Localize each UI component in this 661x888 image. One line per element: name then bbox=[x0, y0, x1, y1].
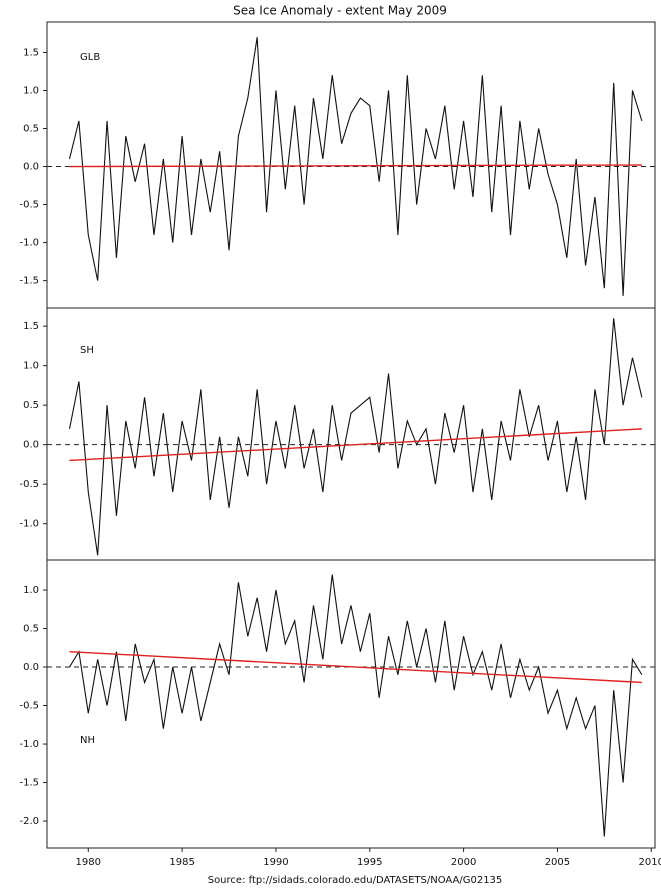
x-tick-label: 1980 bbox=[76, 857, 101, 868]
panel-label: SH bbox=[80, 345, 94, 356]
trend-line bbox=[69, 650, 642, 684]
x-tick-label: 1985 bbox=[169, 857, 194, 868]
panel-label: NH bbox=[80, 735, 95, 746]
y-tick-label: -1.5 bbox=[19, 276, 39, 287]
data-line bbox=[68, 37, 643, 296]
y-tick-label: -0.5 bbox=[19, 200, 39, 211]
y-tick-label: -2.0 bbox=[19, 816, 39, 827]
panel-label: GLB bbox=[80, 52, 100, 63]
y-tick-label: 1.5 bbox=[23, 47, 39, 58]
y-tick-label: 0.0 bbox=[23, 440, 39, 451]
x-tick-label: 1990 bbox=[263, 857, 288, 868]
y-tick-label: 0.5 bbox=[23, 624, 39, 635]
y-tick-label: -1.0 bbox=[19, 238, 39, 249]
y-tick-label: 1.0 bbox=[23, 361, 39, 372]
y-tick-label: 1.5 bbox=[23, 321, 39, 332]
data-line bbox=[68, 318, 643, 556]
source-note: Source: ftp://sidads.colorado.edu/DATASE… bbox=[208, 875, 503, 886]
y-tick-label: -0.5 bbox=[19, 701, 39, 712]
y-tick-label: 0.0 bbox=[23, 162, 39, 173]
y-tick-label: -1.0 bbox=[19, 739, 39, 750]
y-tick-label: -0.5 bbox=[19, 479, 39, 490]
x-tick-label: 2000 bbox=[451, 857, 476, 868]
y-tick-label: -1.0 bbox=[19, 519, 39, 530]
x-tick-label: 2010 bbox=[639, 857, 661, 868]
y-tick-label: 0.0 bbox=[23, 662, 39, 673]
y-tick-label: 0.5 bbox=[23, 123, 39, 134]
trend-line bbox=[69, 428, 642, 462]
y-tick-label: 1.0 bbox=[23, 585, 39, 596]
y-tick-label: 0.5 bbox=[23, 400, 39, 411]
chart-title: Sea Ice Anomaly - extent May 2009 bbox=[233, 4, 447, 18]
trend-line bbox=[69, 164, 642, 168]
y-tick-label: -1.5 bbox=[19, 778, 39, 789]
data-line bbox=[69, 574, 643, 837]
x-tick-label: 1995 bbox=[357, 857, 382, 868]
panel-frame bbox=[46, 559, 656, 849]
x-tick-label: 2005 bbox=[545, 857, 570, 868]
y-tick-label: 1.0 bbox=[23, 85, 39, 96]
